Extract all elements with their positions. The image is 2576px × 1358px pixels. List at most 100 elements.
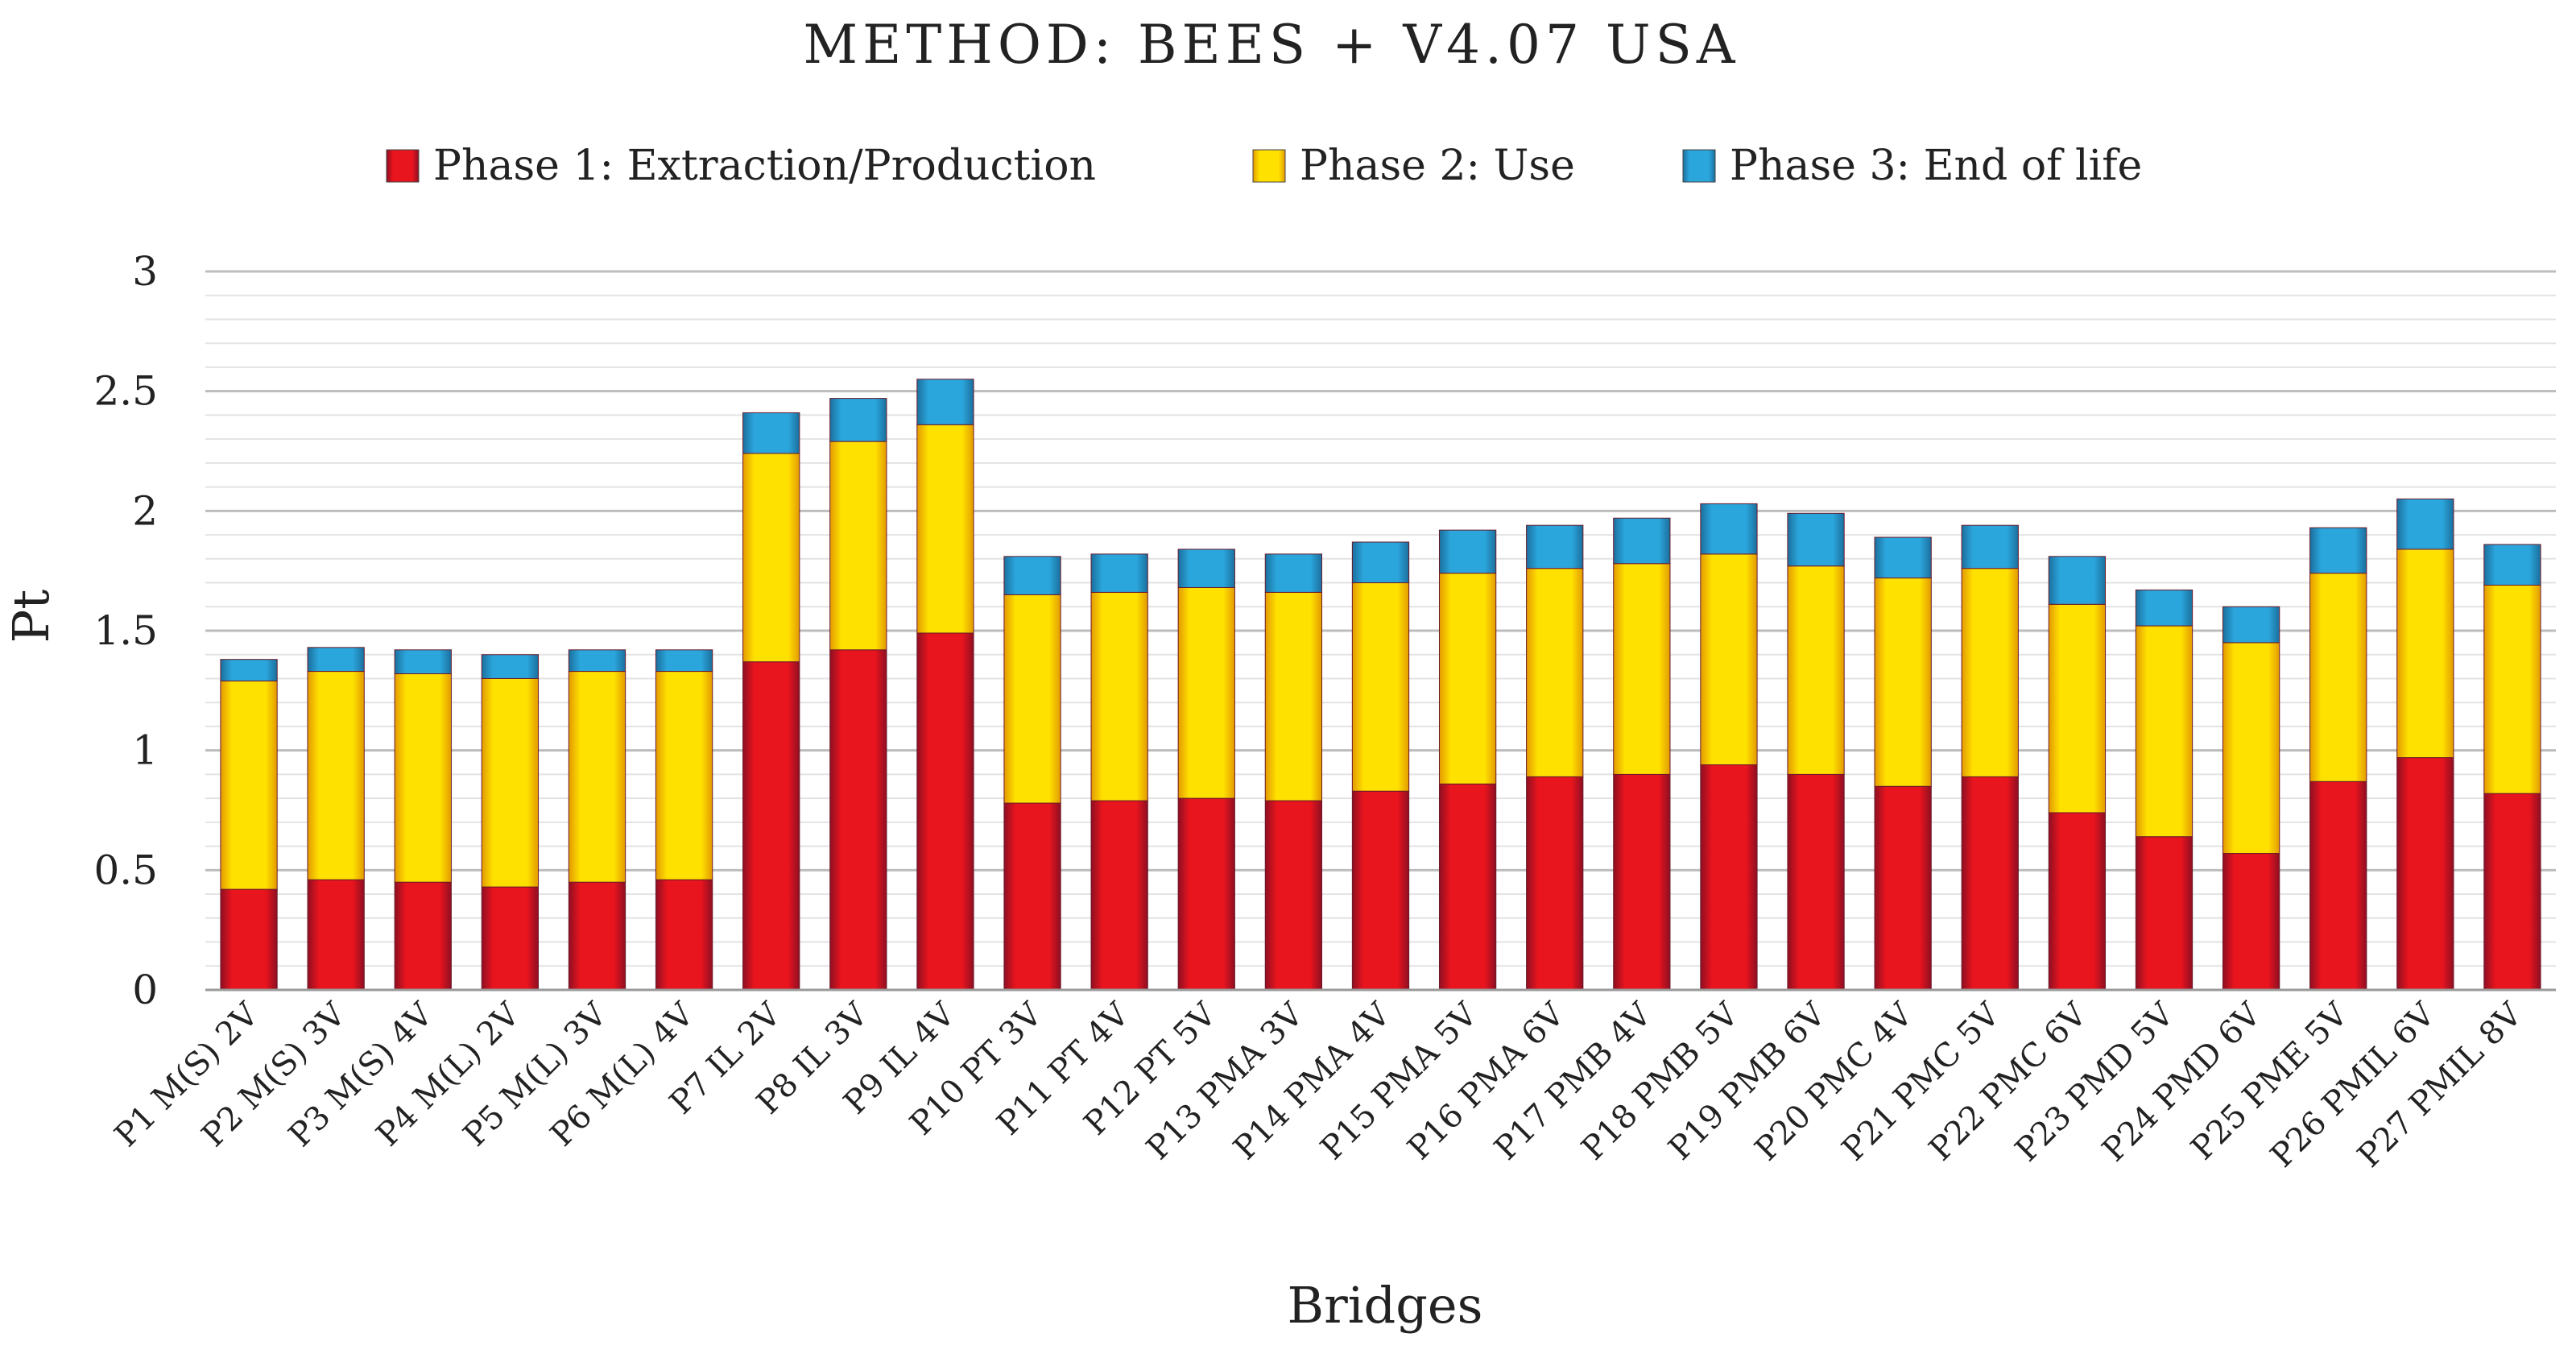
bar-segment-phase-2	[1613, 563, 1671, 775]
bar-segment-phase-1	[2048, 812, 2107, 991]
bar-stack	[916, 379, 974, 991]
bar-stack	[829, 398, 887, 991]
bar-segment-phase-3	[2309, 527, 2367, 574]
bar-stack	[1613, 517, 1671, 991]
legend-swatch	[386, 149, 420, 183]
bar-segment-phase-2	[655, 671, 713, 880]
bar-segment-phase-2	[1787, 565, 1845, 775]
bar-segment-phase-1	[1874, 785, 1932, 991]
bar-segment-phase-2	[307, 671, 365, 880]
bar-stack	[2135, 589, 2194, 991]
bar-segment-phase-1	[481, 886, 540, 991]
bar-stack	[1090, 553, 1148, 991]
bar-stack	[394, 649, 452, 991]
legend-swatch	[1252, 149, 1286, 183]
bar-segment-phase-2	[220, 680, 278, 890]
bar-stack	[481, 654, 540, 991]
bar-segment-phase-2	[1090, 591, 1148, 801]
bar-stack	[1003, 556, 1061, 991]
bar-segment-phase-3	[1090, 553, 1148, 593]
legend-item: Phase 2: Use	[1252, 142, 1575, 190]
legend-label: Phase 2: Use	[1300, 142, 1575, 190]
bar-stack	[1351, 541, 1410, 991]
bar-segment-phase-1	[1438, 783, 1497, 991]
x-axis-label: Bridges	[1288, 1276, 1483, 1335]
bar-segment-phase-3	[1351, 541, 1410, 584]
y-axis-label: Pt	[2, 590, 60, 644]
bar-segment-phase-2	[2396, 549, 2454, 759]
legend-item: Phase 1: Extraction/Production	[386, 142, 1096, 190]
legend-label: Phase 3: End of life	[1730, 142, 2142, 190]
bar-segment-phase-3	[568, 649, 626, 673]
bar-stack	[2222, 606, 2280, 991]
bar-segment-phase-3	[1264, 553, 1323, 593]
bar-segment-phase-1	[2309, 780, 2367, 991]
bar-segment-phase-1	[307, 879, 365, 991]
bar-segment-phase-2	[1264, 591, 1323, 801]
bar-segment-phase-2	[2048, 603, 2107, 814]
bar-stack	[1787, 512, 1845, 991]
bar-segment-phase-1	[916, 632, 974, 991]
bar-segment-phase-3	[394, 649, 452, 675]
legend-item: Phase 3: End of life	[1682, 142, 2142, 190]
bar-segment-phase-2	[1700, 553, 1758, 766]
bar-segment-phase-3	[1874, 536, 1932, 579]
bar-segment-phase-1	[1177, 797, 1235, 991]
bar-segment-phase-2	[1438, 573, 1497, 785]
chart-title: METHOD: BEES + V4.07 USA	[803, 14, 1739, 76]
bar-segment-phase-3	[1961, 524, 2019, 569]
bar-segment-phase-3	[916, 379, 974, 425]
bar-segment-phase-3	[1003, 556, 1061, 595]
bar-segment-phase-3	[1526, 524, 1584, 569]
bar-segment-phase-3	[1438, 529, 1497, 574]
bar-segment-phase-3	[1177, 549, 1235, 588]
bar-segment-phase-2	[829, 441, 887, 651]
bar-segment-phase-1	[1264, 800, 1323, 991]
bar-stack	[1438, 529, 1497, 991]
bar-segment-phase-1	[1351, 790, 1410, 991]
bar-segment-phase-3	[2048, 556, 2107, 605]
bar-segment-phase-1	[1961, 776, 2019, 991]
bar-segment-phase-1	[394, 881, 452, 991]
bar-stack	[568, 649, 626, 991]
bar-stack	[2483, 544, 2541, 991]
bar-segment-phase-3	[1787, 512, 1845, 567]
bar-segment-phase-3	[2483, 544, 2541, 586]
y-axis: 0 0.5 1 1.5 2 2.5 3	[93, 248, 158, 1013]
bar-segment-phase-1	[1700, 764, 1758, 991]
bar-segment-phase-2	[1526, 568, 1584, 777]
bar-segment-phase-2	[1177, 586, 1235, 799]
bar-segment-phase-1	[2222, 853, 2280, 991]
bar-segment-phase-1	[1090, 800, 1148, 991]
y-tick-label: 0	[132, 967, 158, 1013]
y-tick-label: 0.5	[93, 847, 158, 893]
bars	[220, 379, 2541, 991]
bar-segment-phase-2	[916, 424, 974, 634]
bar-segment-phase-3	[829, 398, 887, 442]
bar-segment-phase-2	[742, 453, 800, 663]
bar-stack	[2396, 498, 2454, 991]
bar-stack	[2048, 556, 2107, 991]
bar-segment-phase-3	[2222, 606, 2280, 644]
bar-segment-phase-2	[1961, 568, 2019, 777]
bar-segment-phase-2	[568, 671, 626, 883]
bar-segment-phase-3	[655, 649, 713, 673]
bar-segment-phase-1	[568, 881, 626, 991]
bar-segment-phase-2	[1003, 594, 1061, 804]
bar-segment-phase-1	[1003, 802, 1061, 991]
bar-segment-phase-2	[481, 677, 540, 888]
bar-segment-phase-2	[1351, 582, 1410, 792]
legend: Phase 1: Extraction/Production Phase 2: U…	[386, 142, 2142, 190]
bar-segment-phase-1	[220, 888, 278, 991]
bar-segment-phase-2	[1874, 578, 1932, 787]
bar-stack	[1177, 549, 1235, 991]
bar-stack	[2309, 527, 2367, 991]
bar-segment-phase-3	[2135, 589, 2194, 627]
legend-label: Phase 1: Extraction/Production	[433, 142, 1096, 190]
bar-segment-phase-3	[220, 659, 278, 681]
bar-segment-phase-3	[481, 654, 540, 679]
y-tick-label: 1.5	[93, 607, 158, 654]
y-tick-label: 2	[132, 487, 158, 534]
bar-segment-phase-1	[2483, 793, 2541, 991]
